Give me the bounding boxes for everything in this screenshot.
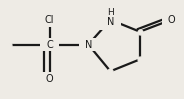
FancyBboxPatch shape [40, 13, 59, 27]
Text: O: O [167, 15, 175, 25]
FancyBboxPatch shape [79, 38, 98, 51]
Text: N: N [85, 40, 92, 50]
Text: Cl: Cl [45, 15, 54, 25]
FancyBboxPatch shape [162, 13, 180, 27]
FancyBboxPatch shape [99, 10, 121, 30]
Text: N: N [107, 17, 114, 27]
Text: C: C [46, 40, 53, 50]
FancyBboxPatch shape [40, 72, 59, 86]
Text: H: H [107, 8, 114, 17]
Text: O: O [46, 74, 54, 84]
FancyBboxPatch shape [40, 38, 59, 51]
